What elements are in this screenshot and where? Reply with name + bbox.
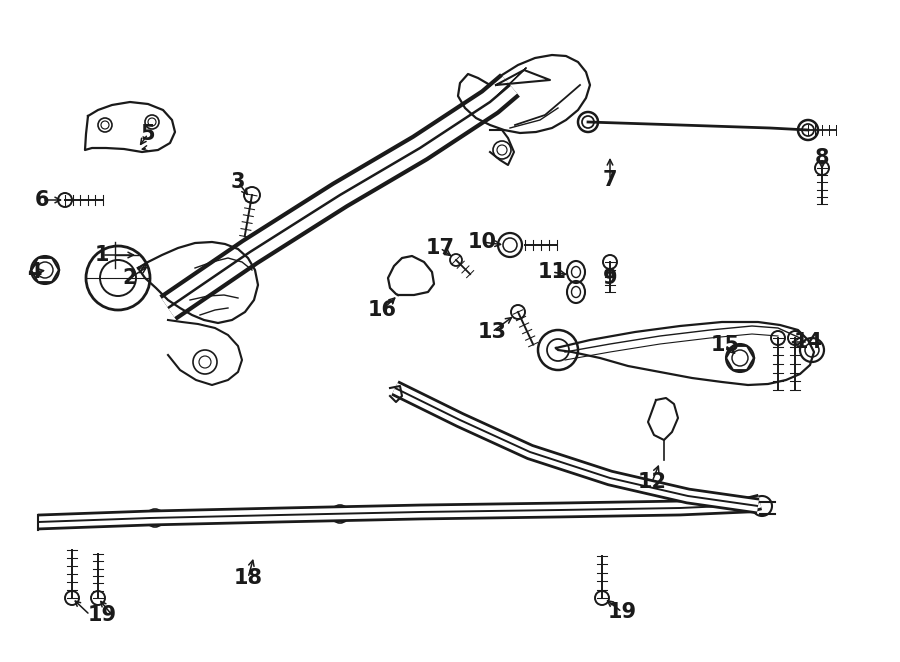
Text: 6: 6 [35, 190, 50, 210]
Text: 5: 5 [140, 124, 156, 144]
Text: 15: 15 [710, 335, 740, 355]
Text: 1: 1 [94, 245, 109, 265]
Text: 17: 17 [426, 238, 454, 258]
Text: 2: 2 [122, 268, 137, 288]
Text: 4: 4 [27, 262, 41, 282]
Text: 13: 13 [478, 322, 507, 342]
Text: 8: 8 [814, 148, 829, 168]
Text: 3: 3 [230, 172, 245, 192]
Text: 16: 16 [367, 300, 397, 320]
Text: 18: 18 [233, 568, 263, 588]
Text: 7: 7 [603, 170, 617, 190]
Text: 10: 10 [467, 232, 497, 252]
Text: 14: 14 [794, 332, 823, 352]
Text: 9: 9 [603, 268, 617, 288]
Text: 11: 11 [537, 262, 566, 282]
Text: 12: 12 [637, 472, 667, 492]
Text: 19: 19 [87, 605, 117, 625]
Text: 19: 19 [608, 602, 636, 622]
